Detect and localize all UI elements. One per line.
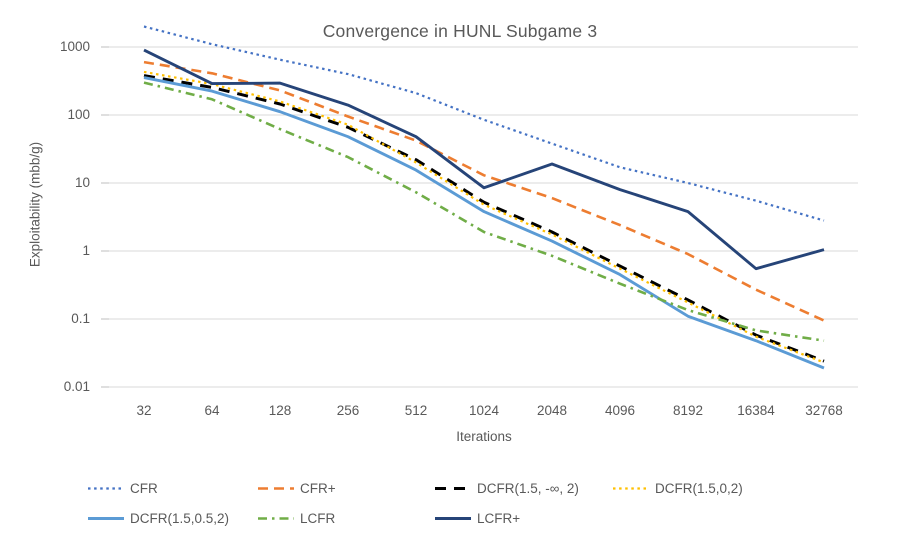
legend-line-sample [258,517,294,520]
y-tick-label: 0.1 [71,311,90,326]
y-tick-label: 10 [74,175,90,190]
x-tick-label: 64 [204,403,220,418]
x-tick-label: 4096 [604,403,636,418]
y-tick-label: 1 [82,243,90,258]
x-tick-label: 32768 [805,403,843,418]
legend-label: LCFR+ [477,511,521,526]
legend-item-cfr+: CFR+ [258,480,336,497]
legend-item-dcfr-1-5-2: DCFR(1.5, -∞, 2) [435,480,579,497]
y-tick-label: 1000 [59,39,90,54]
series-line-dcfr-1-5-0-5-2 [143,76,825,370]
legend-item-cfr: CFR [88,480,158,497]
legend-label: CFR [130,481,158,496]
legend-item-lcfr+: LCFR+ [435,510,520,527]
series-line-lcfr [143,81,825,342]
series-line-cfr [143,25,825,222]
legend-line-sample [435,487,471,490]
x-tick-label: 256 [336,403,360,418]
legend-item-lcfr: LCFR [258,510,335,527]
legend-line-sample [613,487,649,490]
series-lines [143,25,825,370]
legend-label: DCFR(1.5, -∞, 2) [477,481,579,496]
x-tick-label: 1024 [468,403,500,418]
x-tick-label: 8192 [672,403,704,418]
legend-item-dcfr-1-5-0-2: DCFR(1.5,0,2) [613,480,743,497]
x-tick-label: 128 [268,403,292,418]
x-tick-label: 512 [404,403,428,418]
x-tick-label: 2048 [536,403,568,418]
legend-line-sample [435,517,471,520]
legend-item-dcfr-1-5-0-5-2: DCFR(1.5,0.5,2) [88,510,229,527]
legend-label: CFR+ [300,481,336,496]
legend-line-sample [258,487,294,490]
y-tick-label: 100 [67,107,90,122]
x-tick-label: 16384 [737,403,775,418]
legend-line-sample [88,517,124,520]
legend-label: DCFR(1.5,0,2) [655,481,743,496]
y-axis-label: Exploitability (mbb/g) [27,141,43,268]
legend-label: LCFR [300,511,336,526]
legend-line-sample [88,487,124,490]
x-tick-label: 32 [136,403,152,418]
chart-title: Convergence in HUNL Subgame 3 [322,21,598,41]
series-line-dcfr-1-5-2 [143,74,825,363]
y-tick-label: 0.01 [63,379,90,394]
gridlines [101,46,858,388]
series-line-lcfr+ [143,48,825,271]
legend-label: DCFR(1.5,0.5,2) [130,511,230,526]
x-axis-label: Iterations [456,429,512,444]
